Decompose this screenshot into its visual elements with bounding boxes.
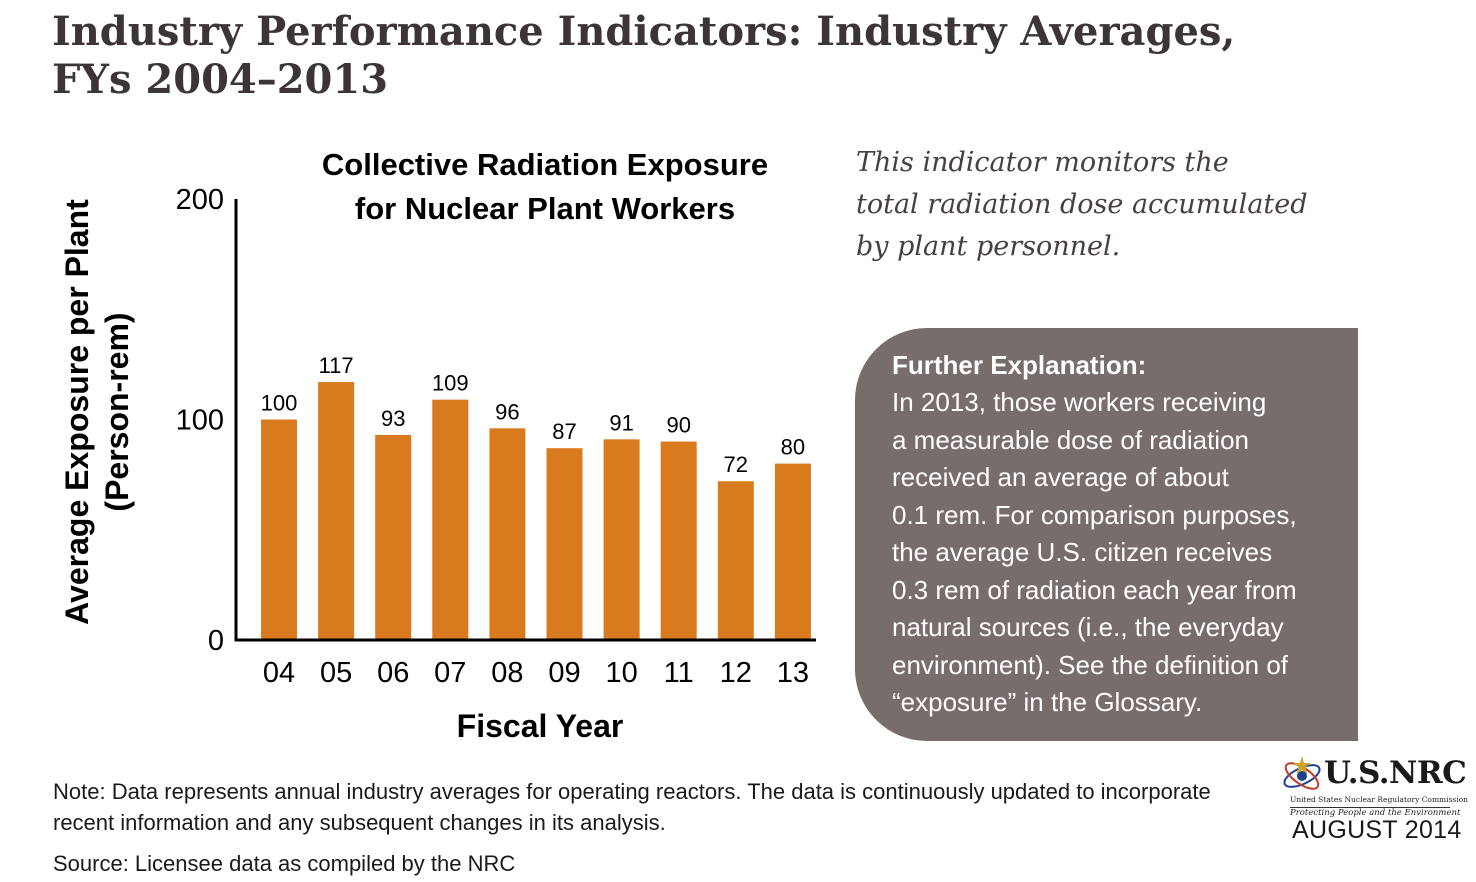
logo-tagline: Protecting People and the Environment xyxy=(1290,808,1461,818)
chart-title-line-1: Collective Radiation Exposure xyxy=(321,147,769,182)
x-tick-label-10: 10 xyxy=(605,657,637,689)
publication-date: AUGUST 2014 xyxy=(1292,816,1462,844)
footnote-line-1: Note: Data represents annual industry av… xyxy=(53,779,1211,804)
page-title: Industry Performance Indicators: Industr… xyxy=(52,8,1352,104)
bar-05 xyxy=(318,382,355,640)
further-explanation-line: In 2013, those workers receiving xyxy=(892,387,1267,417)
page-title-line-2: FYs 2004–2013 xyxy=(52,56,389,103)
further-explanation-line: environment). See the definition of xyxy=(892,649,1289,680)
x-tick-label-12: 12 xyxy=(720,657,752,689)
further-explanation-line: a measurable dose of radiation xyxy=(892,424,1250,455)
data-label-11: 90 xyxy=(666,413,690,438)
further-explanation-line: natural sources (i.e., the everyday xyxy=(892,612,1284,642)
bar-12 xyxy=(717,481,754,640)
data-label-13: 80 xyxy=(781,435,805,460)
bar-04 xyxy=(261,419,297,640)
x-tick-label-09: 09 xyxy=(548,657,580,689)
x-tick-label-11: 11 xyxy=(664,657,694,689)
x-tick-label-04: 04 xyxy=(263,657,295,689)
logo-divider xyxy=(1290,807,1450,808)
bar-13 xyxy=(774,463,811,640)
x-axis-label: Fiscal Year xyxy=(456,708,624,744)
data-label-04: 100 xyxy=(261,391,298,416)
data-label-08: 96 xyxy=(495,399,519,424)
x-tick-label-13: 13 xyxy=(777,657,809,689)
indicator-description-line: total radiation dose accumulated xyxy=(856,189,1308,220)
further-explanation-heading: Further Explanation: xyxy=(892,350,1147,380)
footnote: Note: Data represents annual industry av… xyxy=(53,776,1293,838)
chart-title-line-2: for Nuclear Plant Workers xyxy=(354,191,736,226)
data-label-10: 91 xyxy=(609,410,633,435)
page-title-line-1: Industry Performance Indicators: Industr… xyxy=(52,8,1236,55)
data-label-09: 87 xyxy=(552,419,576,444)
bar-11 xyxy=(660,441,697,640)
nrc-atom-logo-icon xyxy=(1283,756,1321,790)
x-tick-label-08: 08 xyxy=(491,657,523,689)
bar-06 xyxy=(375,434,412,640)
y-tick-label-100: 100 xyxy=(176,405,224,437)
x-tick-label-06: 06 xyxy=(377,657,409,689)
logo-name: U.S.NRC xyxy=(1324,755,1467,791)
indicator-description: This indicator monitors the total radiat… xyxy=(856,142,1356,268)
bar-07 xyxy=(432,399,469,640)
data-label-05: 117 xyxy=(319,353,354,378)
further-explanation-line: the average U.S. citizen receives xyxy=(892,537,1273,567)
x-tick-label-05: 05 xyxy=(320,657,352,689)
chart-title: Collective Radiation Exposure for Nuclea… xyxy=(250,143,840,231)
nrc-logo: U.S.NRC United States Nuclear Regulatory… xyxy=(1276,752,1469,847)
y-tick-label-0: 0 xyxy=(208,625,224,657)
bar-10 xyxy=(603,439,640,640)
data-label-12: 72 xyxy=(724,452,748,477)
further-explanation-box: Further Explanation: In 2013, those work… xyxy=(855,328,1358,741)
data-label-06: 93 xyxy=(381,406,405,431)
further-explanation-line: 0.1 rem. For comparison purposes, xyxy=(892,499,1297,530)
source-note: Source: Licensee data as compiled by the… xyxy=(53,851,516,876)
bar-08 xyxy=(489,428,526,640)
bar-09 xyxy=(546,448,583,640)
footnote-line-2: recent information and any subsequent ch… xyxy=(53,810,666,835)
x-tick-label-07: 07 xyxy=(434,657,466,689)
y-tick-label-200: 200 xyxy=(176,184,224,216)
further-explanation-line: 0.3 rem of radiation each year from xyxy=(892,574,1297,605)
data-label-07: 109 xyxy=(432,371,469,396)
logo-subtitle: United States Nuclear Regulatory Commiss… xyxy=(1290,795,1469,804)
further-explanation-line: “exposure” in the Glossary. xyxy=(892,687,1203,717)
indicator-description-line: by plant personnel. xyxy=(856,231,1121,262)
indicator-description-line: This indicator monitors the xyxy=(856,147,1229,178)
further-explanation-line: received an average of about xyxy=(892,462,1229,492)
